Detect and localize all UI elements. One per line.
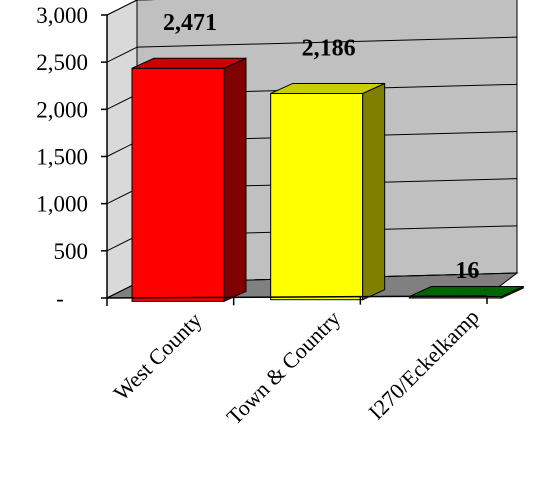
x-category-label: West County bbox=[108, 307, 206, 405]
x-axis: West County Town & Country I270/Eckelkamp bbox=[106, 295, 488, 430]
y-tick-label: 3,000 bbox=[36, 3, 88, 28]
data-label: 2,186 bbox=[302, 35, 356, 61]
gridline-side bbox=[106, 46, 138, 63]
data-label: 2,471 bbox=[163, 10, 217, 36]
bar-top bbox=[131, 57, 247, 69]
gridline-side bbox=[106, 0, 138, 16]
bar-1 bbox=[131, 57, 247, 303]
y-tick-label: - bbox=[56, 286, 64, 311]
bar-side bbox=[362, 82, 386, 301]
x-category-label: I270/Eckelkamp bbox=[363, 304, 483, 424]
x-category-label: Town & Country bbox=[221, 306, 345, 430]
x-axis-line bbox=[106, 295, 488, 299]
bar-front bbox=[131, 67, 225, 302]
y-tick-label: 1,000 bbox=[36, 192, 88, 217]
y-tick-label: 2,500 bbox=[36, 50, 88, 75]
data-label: 16 bbox=[455, 258, 479, 284]
bars bbox=[131, 57, 524, 303]
gridline-back bbox=[136, 36, 518, 48]
bar-side bbox=[223, 57, 247, 303]
y-axis: - 500 1,000 1,500 2,000 2,500 3,000 bbox=[36, 3, 108, 311]
y-tick-label: 2,000 bbox=[36, 97, 88, 122]
bar-2 bbox=[270, 82, 386, 301]
y-tick-label: 500 bbox=[54, 239, 89, 264]
bar-front bbox=[270, 92, 364, 301]
bar-top bbox=[270, 82, 385, 94]
data-labels: 2,471 2,186 16 bbox=[163, 10, 479, 284]
y-tick-label: 1,500 bbox=[36, 145, 88, 170]
